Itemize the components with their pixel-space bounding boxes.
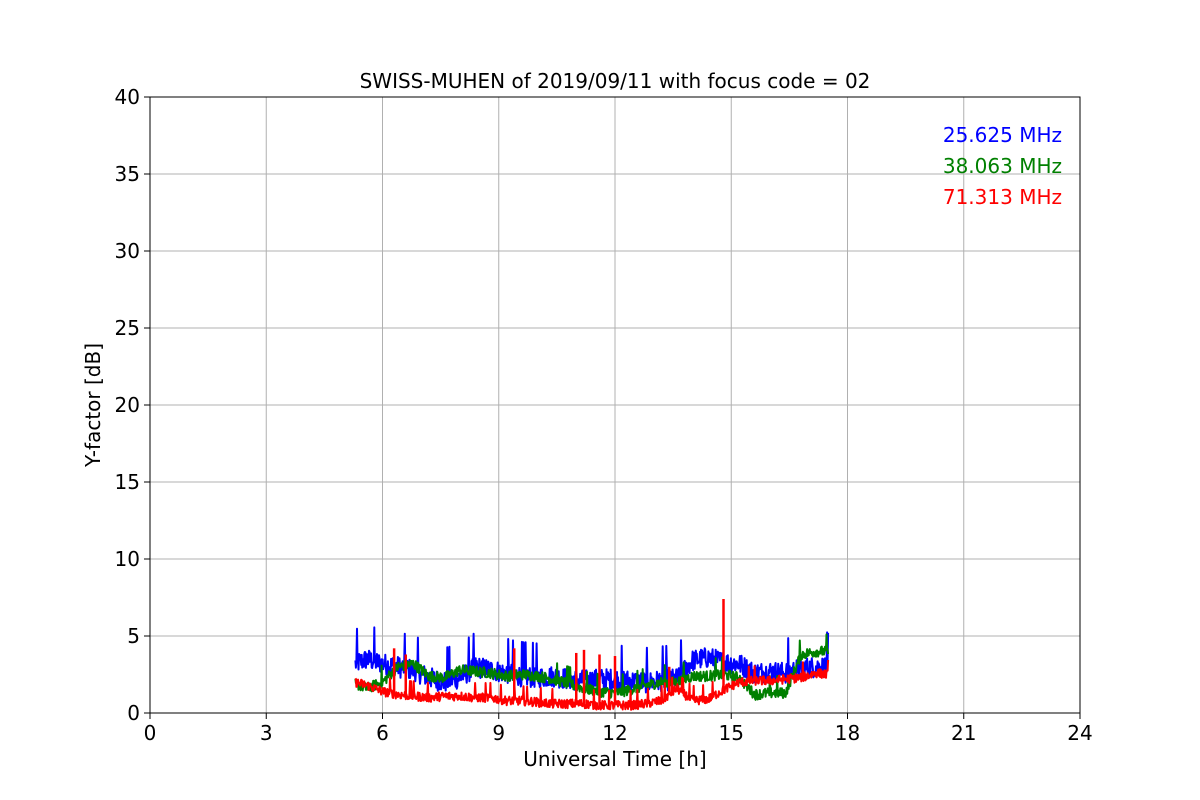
y-tick-label: 35: [115, 162, 140, 186]
legend-entry-25-625-mhz: 25.625 MHz: [943, 123, 1062, 147]
y-axis-label: Y-factor [dB]: [81, 343, 105, 468]
x-tick-label: 0: [144, 721, 157, 745]
legend: 25.625 MHz 38.063 MHz 71.313 MHz: [943, 123, 1062, 209]
series-71-313-mhz-line: [354, 659, 830, 711]
x-tick-label: 24: [1067, 721, 1092, 745]
y-tick-label: 0: [127, 701, 140, 725]
chart-title: SWISS-MUHEN of 2019/09/11 with focus cod…: [360, 69, 871, 93]
y-tick-label: 10: [115, 547, 140, 571]
x-tick-label: 9: [492, 721, 505, 745]
series-layer: [354, 599, 830, 711]
series-38-063-mhz-line: [354, 633, 830, 701]
legend-entry-71-313-mhz: 71.313 MHz: [943, 185, 1062, 209]
y-tick-label: 20: [115, 393, 140, 417]
x-axis-label: Universal Time [h]: [523, 747, 706, 771]
x-tick-label: 3: [260, 721, 273, 745]
x-tick-label: 18: [835, 721, 860, 745]
x-tick-label: 6: [376, 721, 389, 745]
y-tick-label: 5: [127, 624, 140, 648]
x-tick-label: 21: [951, 721, 976, 745]
y-tick-label: 15: [115, 470, 140, 494]
y-tick-label: 30: [115, 239, 140, 263]
x-tick-label: 12: [602, 721, 627, 745]
x-axis-ticks: 0 3 6 9 12 15 18 21 24: [144, 713, 1093, 745]
y-tick-label: 40: [115, 85, 140, 109]
x-tick-label: 15: [719, 721, 744, 745]
y-tick-label: 25: [115, 316, 140, 340]
legend-entry-38-063-mhz: 38.063 MHz: [943, 154, 1062, 178]
y-axis-ticks: 0 5 10 15 20 25 30 35 40: [115, 85, 150, 725]
